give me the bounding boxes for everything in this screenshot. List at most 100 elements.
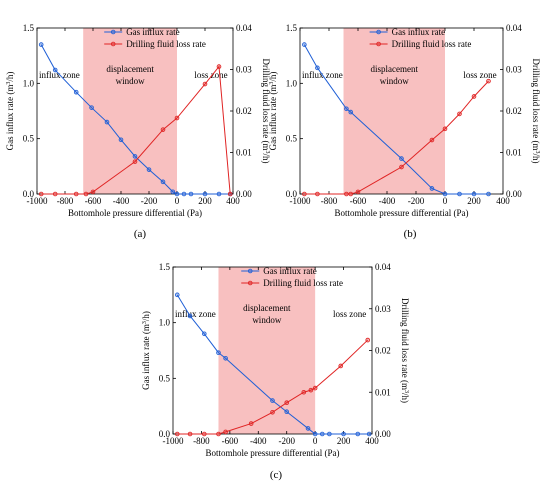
data-point-fluid-loss bbox=[216, 431, 221, 437]
legend-marker bbox=[247, 280, 253, 286]
legend-label: Drilling fluid loss rate bbox=[392, 39, 472, 49]
legend-label: Drilling fluid loss rate bbox=[126, 39, 206, 49]
data-point-gas-influx bbox=[216, 350, 221, 356]
y-right-tick-label: 0.03 bbox=[375, 304, 391, 314]
data-point-fluid-loss bbox=[344, 191, 349, 197]
data-point-gas-influx bbox=[132, 154, 138, 159]
data-point-gas-influx bbox=[471, 191, 477, 197]
data-point-fluid-loss bbox=[174, 115, 180, 121]
y-right-axis-title: Drilling fluid loss rate (m3/h) bbox=[531, 59, 541, 164]
displacement-label: displacement bbox=[243, 303, 291, 313]
data-point-gas-influx bbox=[315, 65, 320, 71]
x-tick-label: -800 bbox=[321, 196, 338, 206]
y-right-axis-title: Drilling fluid loss rate (m3/h) bbox=[261, 59, 271, 164]
series-line-gas-influx bbox=[176, 294, 370, 435]
legend-marker bbox=[376, 41, 381, 47]
data-point-gas-influx bbox=[146, 167, 152, 172]
data-point-fluid-loss bbox=[52, 191, 58, 197]
legend-label: Gas influx rate bbox=[126, 27, 179, 37]
chart-panel-a: -1000 -800 -600 -400 -200 0 200 400 0.0 0.5 1.0 1.5… bbox=[5, 23, 271, 240]
data-point-gas-influx bbox=[305, 426, 311, 431]
data-point-gas-influx bbox=[170, 189, 176, 195]
data-point-fluid-loss bbox=[365, 337, 371, 343]
data-point-fluid-loss bbox=[248, 421, 254, 426]
x-tick-label: -600 bbox=[350, 196, 367, 206]
series-line-gas-influx bbox=[40, 44, 231, 195]
data-point-fluid-loss bbox=[216, 64, 222, 69]
x-tick-label: -200 bbox=[278, 436, 295, 446]
y-left-axis-title: Gas influx rate (m3/h) bbox=[5, 72, 15, 151]
displacement-window-region bbox=[83, 28, 177, 194]
y-right-tick-label: 0.01 bbox=[236, 148, 252, 158]
data-point-gas-influx bbox=[181, 191, 187, 197]
x-tick-label: 0 bbox=[175, 196, 180, 206]
data-point-gas-influx bbox=[344, 106, 349, 112]
x-tick-label: -600 bbox=[85, 196, 102, 206]
data-point-fluid-loss bbox=[223, 429, 228, 435]
data-point-gas-influx bbox=[216, 191, 222, 197]
data-point-fluid-loss bbox=[83, 191, 89, 197]
legend-label: Gas influx rate bbox=[263, 266, 316, 276]
data-point-gas-influx bbox=[118, 137, 124, 143]
data-point-fluid-loss bbox=[302, 191, 307, 197]
y-left-tick-label: 0.0 bbox=[159, 429, 171, 439]
displacement-label: displacement bbox=[371, 64, 419, 74]
influx-zone-label: influx zone bbox=[175, 309, 216, 319]
y-right-tick-label: 0.00 bbox=[506, 189, 522, 199]
data-point-fluid-loss bbox=[132, 159, 138, 164]
data-point-gas-influx bbox=[160, 179, 166, 185]
legend-marker bbox=[110, 41, 116, 47]
x-tick-label: -200 bbox=[408, 196, 425, 206]
y-right-tick-label: 0.04 bbox=[375, 262, 391, 272]
x-tick-label: -400 bbox=[250, 436, 267, 446]
series-line-fluid-loss bbox=[41, 65, 231, 195]
y-left-tick-label: 1.5 bbox=[23, 23, 35, 33]
data-point-gas-influx bbox=[202, 191, 208, 197]
y-right-axis-title: Drilling fluid loss rate (m3/h) bbox=[400, 298, 410, 403]
x-axis-title: Bottomhole pressure differential (Pa) bbox=[334, 208, 468, 218]
loss-zone-label: loss zone bbox=[333, 309, 366, 319]
panel-label: (c) bbox=[270, 469, 283, 481]
data-point-fluid-loss bbox=[187, 431, 193, 437]
y-left-axis-title: Gas influx rate (m3/h) bbox=[268, 72, 278, 151]
y-left-axis-title: Gas influx rate (m3/h) bbox=[141, 311, 151, 390]
x-tick-label: -400 bbox=[113, 196, 130, 206]
loss-zone-label: loss zone bbox=[194, 70, 227, 80]
window-label: window bbox=[380, 76, 410, 86]
window-label: window bbox=[116, 76, 146, 86]
data-point-gas-influx bbox=[223, 355, 228, 361]
data-point-gas-influx bbox=[188, 191, 194, 197]
data-point-fluid-loss bbox=[160, 127, 166, 132]
y-left-tick-label: 1.5 bbox=[286, 23, 298, 33]
y-right-tick-label: 0.04 bbox=[506, 23, 522, 33]
chart-panel-c: -1000 -800 -600 -400 -200 0 200 400 0.0 0.5 1.0 1.5… bbox=[141, 262, 410, 481]
data-point-fluid-loss bbox=[471, 94, 477, 99]
x-tick-label: 400 bbox=[496, 196, 510, 206]
y-right-tick-label: 0.02 bbox=[236, 106, 252, 116]
y-left-tick-label: 1.0 bbox=[23, 78, 35, 88]
data-point-fluid-loss bbox=[348, 191, 354, 197]
data-point-gas-influx bbox=[201, 331, 207, 337]
data-point-gas-influx bbox=[270, 398, 275, 403]
y-right-tick-label: 0.04 bbox=[236, 23, 252, 33]
data-point-gas-influx bbox=[486, 191, 491, 197]
x-tick-label: 200 bbox=[198, 196, 212, 206]
legend-marker bbox=[376, 29, 381, 35]
data-point-gas-influx bbox=[302, 42, 307, 47]
x-tick-label: -200 bbox=[141, 196, 158, 206]
y-right-tick-label: 0.02 bbox=[506, 106, 522, 116]
data-point-gas-influx bbox=[38, 42, 44, 47]
data-point-fluid-loss bbox=[38, 191, 44, 197]
data-point-gas-influx bbox=[73, 89, 79, 95]
panel-label: (a) bbox=[134, 228, 147, 240]
data-point-gas-influx bbox=[174, 292, 180, 298]
data-point-fluid-loss bbox=[201, 431, 207, 437]
x-tick-label: -400 bbox=[379, 196, 396, 206]
chart-panel-b: -1000 -800 -600 -400 -200 0 200 400 0.0 0.5 1.0 1.5… bbox=[268, 23, 541, 240]
x-axis-title: Bottomhole pressure differential (Pa) bbox=[68, 208, 202, 218]
data-point-gas-influx bbox=[187, 313, 193, 319]
data-point-fluid-loss bbox=[270, 409, 275, 415]
data-point-fluid-loss bbox=[355, 189, 361, 195]
x-tick-label: 200 bbox=[337, 436, 351, 446]
